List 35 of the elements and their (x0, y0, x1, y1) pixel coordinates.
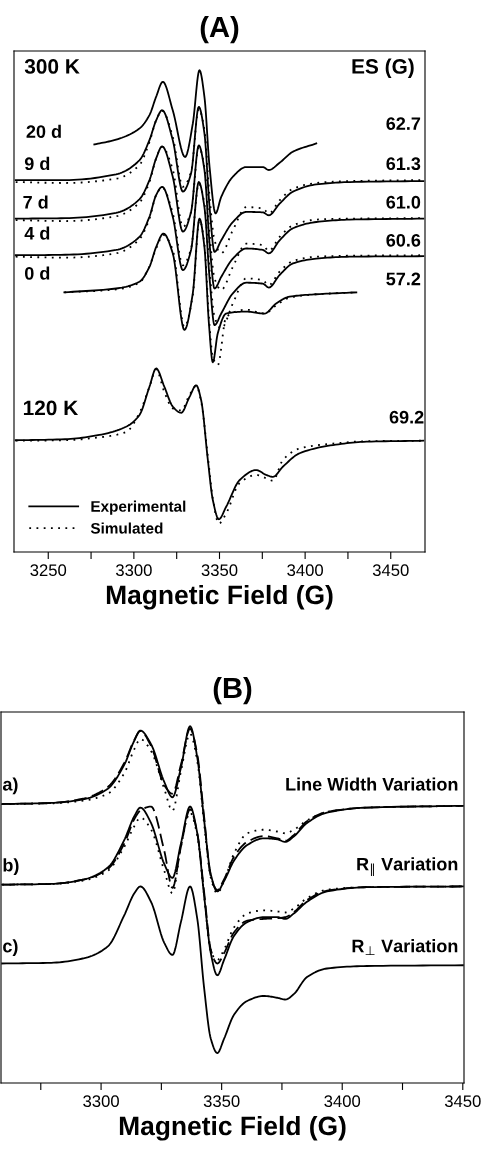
x-tick-label: 3300 (115, 564, 152, 577)
annotation: 69.2 (389, 410, 424, 424)
annotation: 61.0 (386, 195, 421, 209)
annotation: b) (3, 858, 19, 876)
legend-label: Simulated (90, 522, 163, 534)
annotation: a) (2, 777, 18, 795)
annotation: 60.6 (386, 233, 421, 247)
x-tick-label: 3350 (201, 564, 238, 577)
annotation: 0 d (24, 266, 50, 280)
annotation: c) (3, 939, 18, 956)
annotation: Line Width Variation (286, 777, 458, 791)
x-tick-label: 3250 (30, 564, 67, 577)
annotation: ES (G) (352, 58, 414, 78)
x-tick-label: 3450 (444, 1095, 481, 1108)
x-axis-title: Magnetic Field (G) (119, 1115, 346, 1141)
legend-label: Experimental (91, 500, 186, 515)
chart-title: (B) (213, 676, 252, 705)
annotation: 300 K (24, 59, 80, 74)
annotation: 61.3 (386, 157, 421, 171)
annotation: 7 d (23, 195, 48, 209)
x-tick-label: 3300 (83, 1095, 119, 1108)
x-tick-label: 3450 (372, 564, 409, 577)
annotation: 120 K (23, 400, 79, 416)
annotation: 4 d (24, 226, 50, 240)
annotation: 9 d (24, 156, 50, 171)
x-tick-label: 3400 (287, 564, 324, 577)
x-tick-label: 3400 (324, 1095, 361, 1108)
chart-title: (A) (200, 15, 239, 44)
annotation: R$_{⊥}$ Variation (352, 939, 458, 956)
annotation: 57.2 (386, 272, 421, 286)
annotation: R$_{∥}$ Variation (357, 857, 458, 876)
annotation: 20 d (26, 124, 61, 139)
x-tick-label: 3350 (203, 1095, 240, 1108)
x-axis-title: Magnetic Field (G) (106, 584, 333, 610)
annotation: 62.7 (386, 117, 421, 130)
